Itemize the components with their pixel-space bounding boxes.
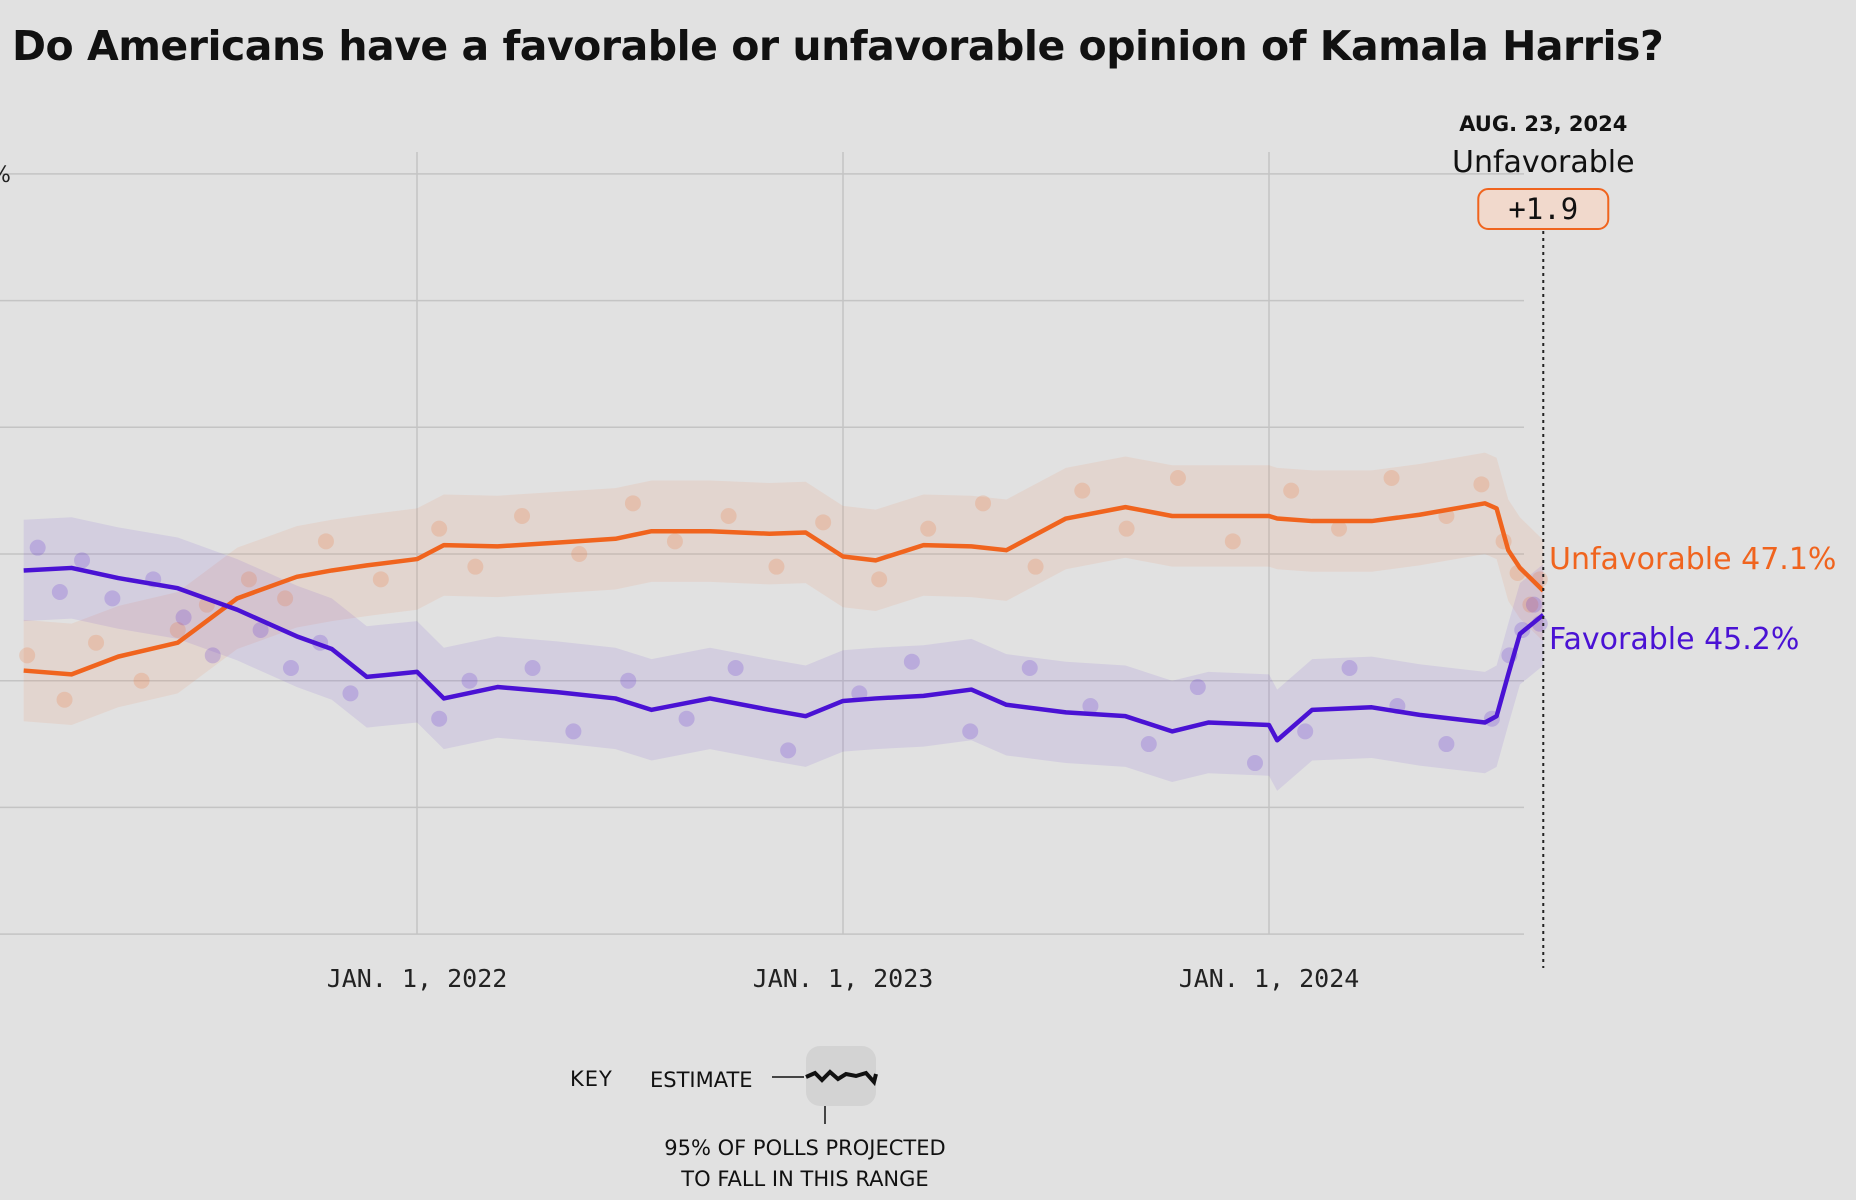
poll-point-unfavorable [920,520,937,537]
key-estimate-line [805,1069,878,1087]
poll-point-favorable [51,584,68,601]
poll-point-unfavorable [975,495,992,512]
poll-point-unfavorable [56,691,73,708]
poll-point-favorable [962,723,979,740]
x-axis-ticks: JAN. 1, 2022 JAN. 1, 2023 JAN. 1, 2024 [327,964,1360,993]
estimate-lines [23,501,1545,743]
poll-point-unfavorable [1383,469,1400,486]
poll-point-favorable [461,672,478,689]
poll-point-unfavorable [1473,476,1490,493]
poll-point-unfavorable [467,558,484,575]
poll-point-unfavorable [720,507,737,524]
poll-point-unfavorable [133,672,150,689]
poll-point-favorable [1082,698,1099,715]
y-tick-label-top: % [0,163,11,188]
poll-point-favorable [1140,736,1157,753]
poll-point-favorable [565,723,582,740]
poll-point-unfavorable [1074,482,1091,499]
poll-point-favorable [780,742,797,759]
poll-point-unfavorable [624,495,641,512]
annotation-leader: Unfavorable [1452,145,1635,180]
poll-point-favorable [74,552,91,569]
annotation-date: AUG. 23, 2024 [1459,112,1627,136]
band-unfavorable [23,452,1544,726]
x-tick-label: JAN. 1, 2024 [1179,964,1360,993]
poll-point-favorable [524,660,541,677]
poll-point-favorable [1341,660,1358,677]
poll-point-favorable [727,660,744,677]
poll-point-favorable [29,539,46,556]
gridlines [0,152,1524,935]
poll-point-unfavorable [1224,533,1241,550]
poll-point-favorable [620,672,637,689]
poll-point-favorable [175,609,192,626]
poll-point-unfavorable [372,571,389,588]
confidence-bands [23,452,1544,791]
poll-point-unfavorable [571,546,588,562]
poll-point-unfavorable [240,571,257,588]
x-tick-label: JAN. 1, 2022 [327,964,508,993]
poll-point-favorable [1246,755,1263,772]
poll-point-favorable [252,622,269,639]
margin-badge [1477,188,1610,230]
poll-points [19,469,1548,772]
poll-point-unfavorable [514,507,531,524]
chart-title: Do Americans have a favorable or unfavor… [12,22,1664,70]
poll-point-favorable [282,660,299,677]
margin-value: +1.9 [1508,192,1578,226]
x-tick-label: JAN. 1, 2023 [753,964,934,993]
poll-point-unfavorable [19,647,36,664]
key-graphic [772,1046,878,1124]
poll-point-favorable [903,653,920,670]
poll-point-favorable [431,710,448,727]
estimate-line-unfavorable [23,501,1545,677]
poll-point-unfavorable [815,514,832,531]
poll-point-favorable [1297,723,1314,740]
band-favorable [23,517,1544,791]
poll-point-unfavorable [768,558,785,575]
end-label-favorable: Favorable 45.2% [1549,622,1799,657]
poll-point-favorable [1021,660,1038,677]
poll-point-unfavorable [1027,558,1044,575]
poll-point-favorable [1525,596,1542,613]
poll-point-favorable [1438,736,1455,753]
poll-point-favorable [1189,679,1206,696]
poll-point-favorable [678,710,695,727]
end-label-unfavorable: Unfavorable 47.1% [1549,542,1836,577]
poll-point-favorable [342,685,359,702]
poll-point-unfavorable [1283,482,1300,499]
poll-point-unfavorable [169,622,186,639]
poll-point-unfavorable [431,520,448,537]
poll-point-unfavorable [871,571,888,588]
poll-point-unfavorable [1522,596,1539,613]
poll-point-unfavorable [1118,520,1135,537]
estimate-line-favorable [23,565,1545,743]
poll-point-unfavorable [1169,469,1186,486]
poll-point-favorable [104,590,121,607]
poll-point-unfavorable [277,590,294,607]
poll-point-unfavorable [1331,520,1348,537]
poll-point-unfavorable [317,533,334,550]
poll-point-unfavorable [88,634,105,651]
poll-point-favorable [204,647,221,664]
poll-point-unfavorable [666,533,683,550]
